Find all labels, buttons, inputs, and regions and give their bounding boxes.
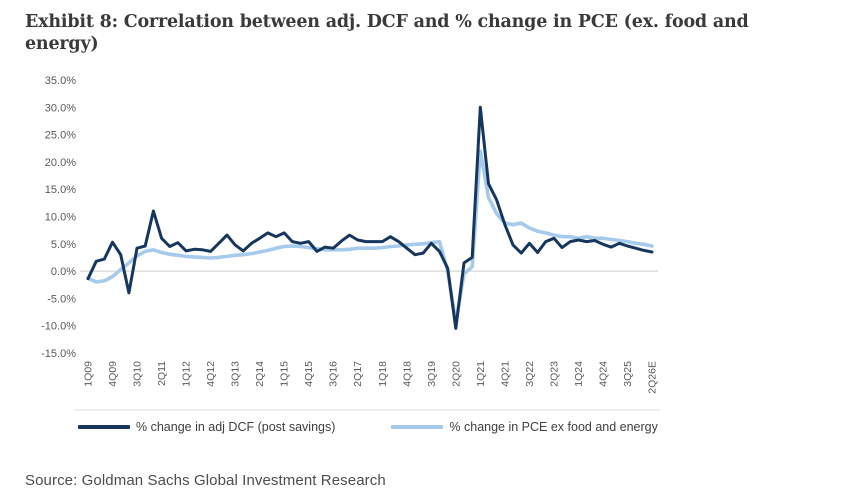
adj-dcf-line-swatch	[78, 425, 130, 429]
x-tick-label: 3Q19	[426, 361, 438, 387]
x-tick-label: 2Q14	[254, 361, 266, 387]
y-tick-label: 20.0%	[45, 157, 76, 169]
chart-legend: % change in adj DCF (post savings) % cha…	[78, 420, 798, 434]
x-tick-label: 3Q10	[132, 361, 144, 387]
source-note: Source: Goldman Sachs Global Investment …	[25, 472, 386, 489]
legend-label-pce: % change in PCE ex food and energy	[449, 420, 658, 434]
x-tick-label: 2Q11	[156, 361, 168, 386]
x-tick-label: 4Q18	[401, 361, 413, 387]
x-tick-label: 3Q13	[230, 361, 242, 387]
x-tick-label: 1Q12	[181, 361, 193, 387]
series-line-pce	[86, 149, 654, 325]
legend-item-adj-dcf: % change in adj DCF (post savings)	[78, 420, 335, 434]
chart-area: 35.0% 30.0% 25.0% 20.0% 15.0% 10.0% 5.0% 0.0% -5…	[20, 58, 830, 416]
y-tick-label: 0.0%	[51, 266, 76, 278]
x-tick-label: 2Q23	[548, 361, 560, 387]
y-tick-label: 10.0%	[45, 212, 76, 224]
x-tick-label: 4Q21	[499, 361, 511, 387]
x-tick-label: 4Q12	[205, 361, 217, 387]
legend-item-pce: % change in PCE ex food and energy	[391, 420, 658, 434]
y-tick-label: 25.0%	[45, 130, 76, 142]
pce-line-swatch	[391, 425, 444, 429]
x-tick-label: 3Q16	[328, 361, 340, 387]
y-tick-label: 5.0%	[51, 239, 76, 251]
x-tick-label: 2Q26E	[647, 361, 659, 394]
x-tick-label: 3Q25	[622, 361, 634, 387]
x-tick-label: 4Q09	[107, 361, 119, 387]
x-tick-label: 2Q20	[450, 361, 462, 387]
x-tick-label: 2Q17	[352, 361, 364, 387]
x-tick-label: 3Q22	[524, 361, 536, 387]
y-tick-label: -10.0%	[41, 321, 76, 333]
line-chart: 35.0% 30.0% 25.0% 20.0% 15.0% 10.0% 5.0% 0.0% -5…	[41, 75, 660, 411]
x-tick-label: 4Q24	[597, 361, 609, 387]
y-tick-label: 15.0%	[45, 184, 76, 196]
legend-label-adj-dcf: % change in adj DCF (post savings)	[136, 420, 336, 434]
x-tick-label: 1Q24	[573, 361, 585, 387]
series-line-adj-dcf	[86, 105, 654, 330]
chart-title: Exhibit 8: Correlation between adj. DCF …	[25, 12, 749, 54]
x-tick-label: 4Q15	[303, 361, 315, 387]
x-tick-label: 1Q15	[279, 361, 291, 387]
y-tick-label: 30.0%	[45, 102, 76, 114]
x-tick-label: 1Q21	[475, 361, 487, 387]
y-tick-label: 35.0%	[45, 75, 76, 87]
y-tick-label: -15.0%	[41, 348, 76, 360]
y-tick-label: -5.0%	[47, 293, 76, 305]
x-tick-label: 1Q18	[377, 361, 389, 387]
x-tick-label: 1Q09	[83, 361, 95, 387]
